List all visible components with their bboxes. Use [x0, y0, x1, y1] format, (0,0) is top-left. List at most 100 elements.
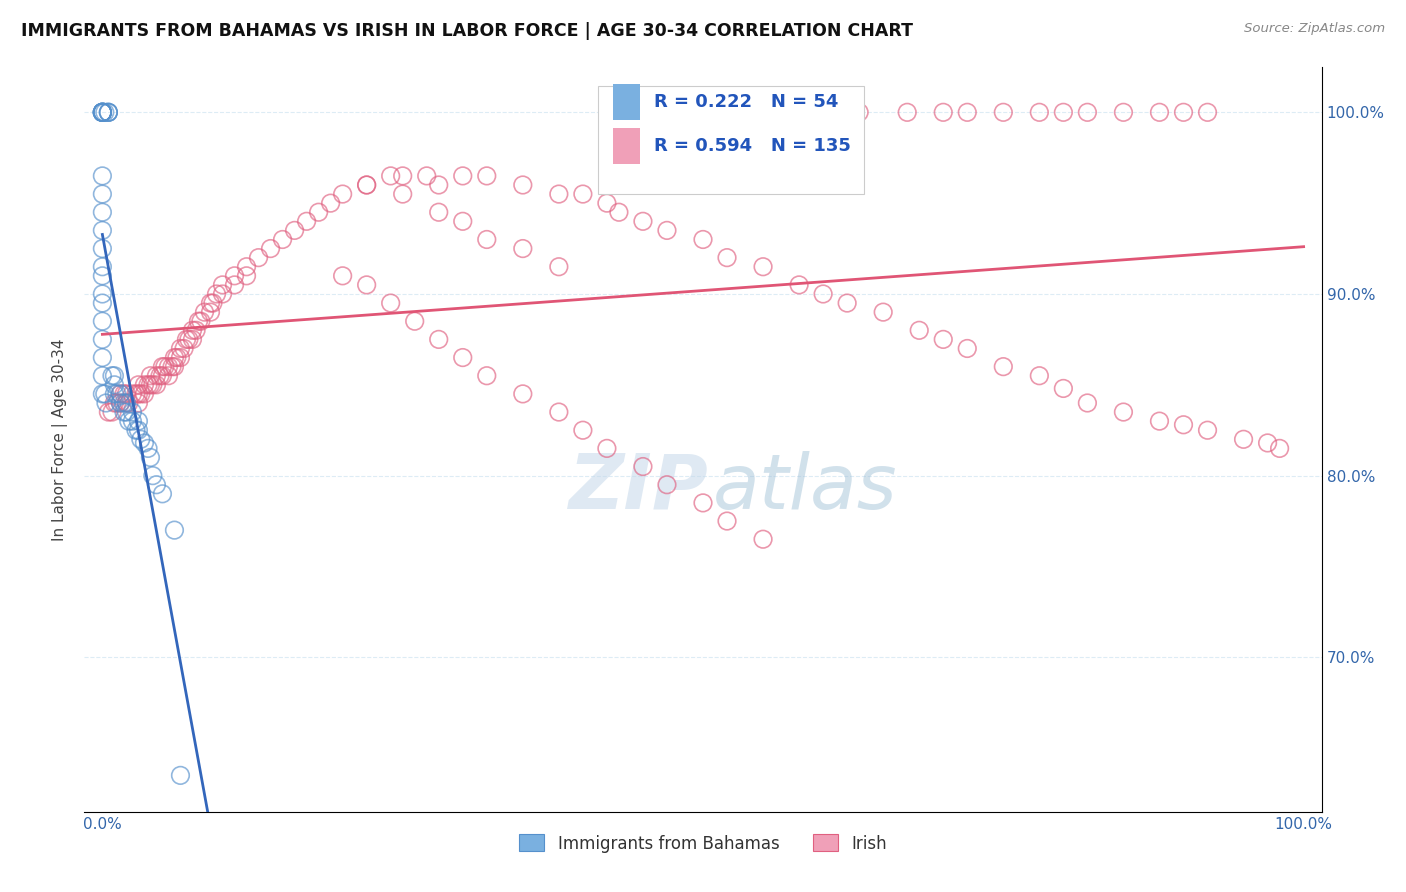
- Point: [169, 342, 191, 356]
- Point: [1149, 414, 1171, 428]
- Point: [163, 351, 186, 365]
- Point: [1112, 405, 1135, 419]
- Point: [103, 368, 125, 383]
- Point: [91, 169, 114, 183]
- Point: [94, 396, 117, 410]
- Point: [97, 105, 120, 120]
- Point: [896, 105, 918, 120]
- Point: [200, 305, 222, 319]
- Point: [235, 260, 257, 274]
- Point: [572, 187, 595, 202]
- FancyBboxPatch shape: [598, 86, 863, 194]
- Point: [181, 332, 204, 346]
- Point: [259, 242, 281, 256]
- Point: [356, 178, 378, 192]
- Point: [91, 242, 114, 256]
- Point: [956, 105, 979, 120]
- Point: [103, 387, 125, 401]
- Point: [121, 387, 143, 401]
- Point: [157, 359, 180, 374]
- Point: [1052, 105, 1074, 120]
- Point: [787, 277, 810, 292]
- Point: [284, 223, 307, 237]
- Point: [101, 368, 124, 383]
- Point: [356, 178, 378, 192]
- Point: [91, 296, 114, 310]
- Point: [512, 178, 534, 192]
- Point: [169, 768, 191, 782]
- Point: [308, 205, 330, 219]
- Point: [607, 205, 630, 219]
- Point: [115, 405, 138, 419]
- Point: [94, 105, 117, 120]
- Point: [91, 287, 114, 301]
- Point: [115, 387, 138, 401]
- Point: [139, 377, 162, 392]
- Point: [716, 514, 738, 528]
- Point: [631, 214, 654, 228]
- Point: [110, 396, 132, 410]
- Point: [752, 105, 775, 120]
- Point: [201, 296, 224, 310]
- Point: [136, 377, 159, 392]
- Point: [224, 277, 246, 292]
- Point: [91, 105, 114, 120]
- Point: [1076, 396, 1098, 410]
- Point: [112, 405, 135, 419]
- Point: [112, 387, 135, 401]
- Point: [91, 268, 114, 283]
- Point: [596, 196, 619, 211]
- Point: [134, 387, 156, 401]
- Text: atlas: atlas: [713, 450, 897, 524]
- Text: R = 0.594   N = 135: R = 0.594 N = 135: [654, 136, 851, 155]
- Point: [631, 459, 654, 474]
- Point: [211, 287, 233, 301]
- Point: [103, 377, 125, 392]
- Point: [993, 105, 1015, 120]
- Point: [187, 314, 209, 328]
- Point: [163, 523, 186, 537]
- Point: [94, 387, 117, 401]
- Point: [451, 351, 474, 365]
- Point: [160, 359, 183, 374]
- Point: [356, 277, 378, 292]
- Point: [811, 105, 834, 120]
- Point: [91, 105, 114, 120]
- Point: [427, 178, 450, 192]
- Point: [451, 214, 474, 228]
- Point: [125, 423, 148, 437]
- Point: [1232, 433, 1254, 447]
- Text: ZIP: ZIP: [569, 450, 709, 524]
- Point: [97, 105, 120, 120]
- Text: IMMIGRANTS FROM BAHAMAS VS IRISH IN LABOR FORCE | AGE 30-34 CORRELATION CHART: IMMIGRANTS FROM BAHAMAS VS IRISH IN LABO…: [21, 22, 912, 40]
- Point: [655, 477, 678, 491]
- Point: [1197, 423, 1219, 437]
- Point: [169, 351, 191, 365]
- Point: [692, 232, 714, 246]
- Legend: Immigrants from Bahamas, Irish: Immigrants from Bahamas, Irish: [513, 828, 893, 859]
- Point: [512, 242, 534, 256]
- Point: [129, 387, 152, 401]
- Point: [908, 323, 931, 337]
- Point: [121, 414, 143, 428]
- Point: [475, 368, 498, 383]
- Point: [752, 260, 775, 274]
- Point: [547, 187, 569, 202]
- Point: [427, 205, 450, 219]
- Point: [136, 442, 159, 456]
- Point: [118, 414, 141, 428]
- Point: [451, 169, 474, 183]
- Bar: [613, 128, 640, 164]
- Point: [1028, 105, 1050, 120]
- Point: [134, 377, 156, 392]
- Point: [118, 396, 141, 410]
- Point: [101, 405, 124, 419]
- Point: [91, 105, 114, 120]
- Point: [153, 359, 176, 374]
- Point: [91, 105, 114, 120]
- Point: [572, 423, 595, 437]
- Point: [129, 433, 152, 447]
- Point: [932, 105, 955, 120]
- Point: [110, 396, 132, 410]
- Point: [91, 187, 114, 202]
